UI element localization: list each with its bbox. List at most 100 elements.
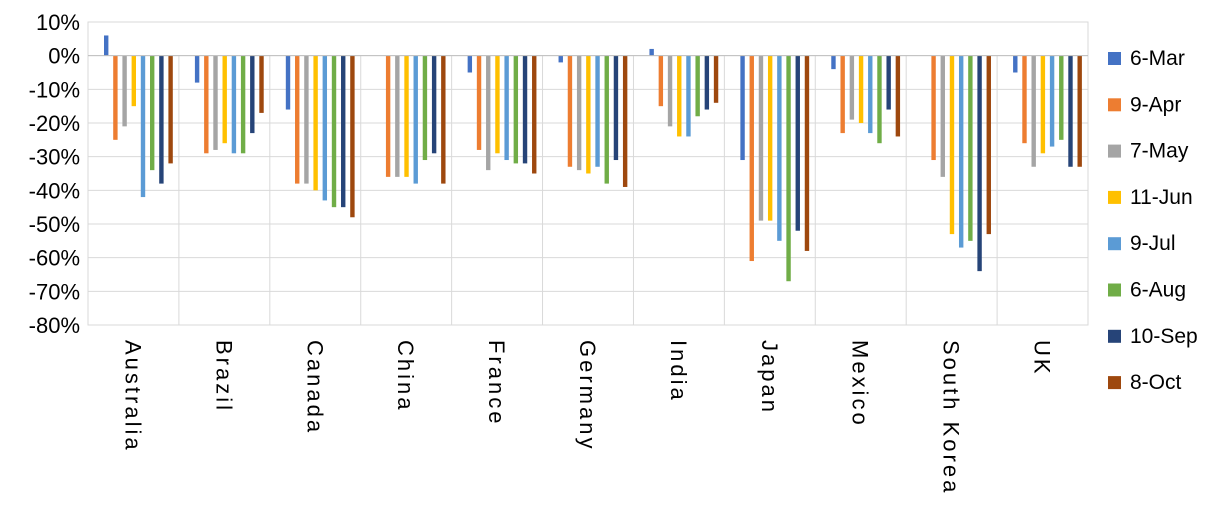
bar-brazil-9-jul <box>231 55 237 154</box>
axes <box>87 21 1089 326</box>
bar-india-9-apr <box>658 55 664 107</box>
legend-item: 8-Oct <box>1108 371 1182 394</box>
bar-mexico-6-mar <box>831 55 836 70</box>
legend-swatch <box>1108 329 1121 343</box>
bar-south-korea-7-may <box>940 55 945 177</box>
bar-mexico-11-jun <box>858 55 864 123</box>
x-category-label: Australia <box>120 340 145 453</box>
bar-south-korea-9-apr <box>931 55 936 161</box>
x-category-label: Mexico <box>848 340 873 428</box>
bar-brazil-9-apr <box>204 55 209 154</box>
bar-france-11-jun <box>495 55 500 154</box>
bar-india-8-oct <box>713 55 719 103</box>
bar-france-6-mar <box>467 55 473 73</box>
legend-label: 11-Jun <box>1130 186 1193 209</box>
bar-germany-6-mar <box>558 55 563 63</box>
legend: 6-Mar 9-Apr 7-May 11-Jun 9-Jul 6-Aug 10-Sep 8-O… <box>1108 47 1198 394</box>
y-tick-label: -20% <box>29 111 80 136</box>
bar-germany-10-sep <box>613 55 619 161</box>
x-category-label: Brazil <box>211 340 236 413</box>
legend-swatch <box>1108 376 1121 390</box>
bar-brazil-6-mar <box>194 55 200 83</box>
bar-china-11-jun <box>404 55 409 177</box>
bar-canada-7-may <box>304 55 309 184</box>
x-category-label: Canada <box>302 340 327 435</box>
bar-uk-6-mar <box>1013 55 1018 73</box>
bar-canada-6-aug <box>331 55 337 208</box>
y-tick-label: 10% <box>36 10 80 35</box>
bar-mexico-9-apr <box>840 55 845 134</box>
bar-france-6-aug <box>513 55 519 164</box>
x-category-label: Japan <box>757 340 782 415</box>
bar-france-9-jul <box>504 55 509 161</box>
legend-item: 6-Mar <box>1108 47 1185 70</box>
bar-france-7-may <box>486 55 491 171</box>
legend-item: 11-Jun <box>1108 186 1193 209</box>
y-tick-label: -60% <box>29 246 80 271</box>
bar-mexico-7-may <box>849 55 855 120</box>
y-tick-label: -50% <box>29 212 80 237</box>
bar-china-6-aug <box>422 55 428 161</box>
bar-canada-9-apr <box>295 55 300 184</box>
x-category-label: France <box>484 340 509 426</box>
bar-india-9-jul <box>686 55 691 137</box>
legend-swatch <box>1108 52 1121 65</box>
bar-australia-11-jun <box>131 55 136 107</box>
bar-germany-11-jun <box>586 55 591 174</box>
bar-japan-7-may <box>758 55 764 221</box>
bar-germany-7-may <box>576 55 582 171</box>
y-tick-label: -40% <box>29 178 80 203</box>
bar-australia-7-may <box>122 55 127 127</box>
bar-brazil-10-sep <box>250 55 255 134</box>
bar-uk-6-aug <box>1059 55 1064 140</box>
bar-mexico-6-aug <box>877 55 882 144</box>
bar-canada-10-sep <box>341 55 346 208</box>
bar-australia-9-apr <box>113 55 118 140</box>
bar-china-7-may <box>395 55 400 177</box>
legend-label: 9-Jul <box>1130 232 1176 255</box>
bar-india-7-may <box>667 55 673 127</box>
legend-item: 10-Sep <box>1108 325 1198 348</box>
legend-label: 8-Oct <box>1130 371 1182 394</box>
bar-india-10-sep <box>704 55 710 110</box>
bar-south-korea-6-aug <box>968 55 973 241</box>
legend-swatch <box>1108 190 1121 204</box>
bar-china-10-sep <box>431 55 437 154</box>
bar-japan-11-jun <box>767 55 773 221</box>
legend-swatch <box>1108 283 1121 297</box>
legend-label: 6-Aug <box>1130 279 1186 302</box>
bar-france-8-oct <box>532 55 537 174</box>
y-tick-label: -10% <box>29 77 80 102</box>
bar-brazil-6-aug <box>240 55 246 154</box>
legend-swatch <box>1108 237 1121 251</box>
bar-mexico-9-jul <box>868 55 873 134</box>
bar-japan-9-jul <box>777 55 782 241</box>
bar-india-6-aug <box>695 55 700 117</box>
bar-australia-8-oct <box>168 55 173 164</box>
bar-uk-7-may <box>1031 55 1036 167</box>
bar-mexico-8-oct <box>895 55 901 137</box>
bar-india-11-jun <box>677 55 682 137</box>
bar-south-korea-8-oct <box>986 55 991 235</box>
legend-swatch <box>1108 98 1121 112</box>
x-category-label: UK <box>1030 340 1055 377</box>
bars <box>104 35 1082 282</box>
bar-canada-6-mar <box>285 55 291 110</box>
bar-south-korea-11-jun <box>949 55 955 235</box>
bar-brazil-8-oct <box>259 55 264 113</box>
bar-france-9-apr <box>476 55 482 150</box>
bar-china-9-jul <box>413 55 418 184</box>
legend-item: 9-Apr <box>1108 93 1181 116</box>
legend-swatch <box>1108 144 1121 158</box>
y-tick-label: -30% <box>29 145 80 170</box>
bar-germany-8-oct <box>622 55 628 187</box>
bar-australia-6-mar <box>104 35 109 56</box>
legend-item: 9-Jul <box>1108 232 1176 255</box>
bar-uk-9-apr <box>1022 55 1027 144</box>
bar-germany-9-jul <box>595 55 600 167</box>
bar-germany-6-aug <box>604 55 609 184</box>
legend-label: 6-Mar <box>1130 47 1185 70</box>
bar-australia-9-jul <box>140 55 146 198</box>
bar-mexico-10-sep <box>886 55 891 110</box>
